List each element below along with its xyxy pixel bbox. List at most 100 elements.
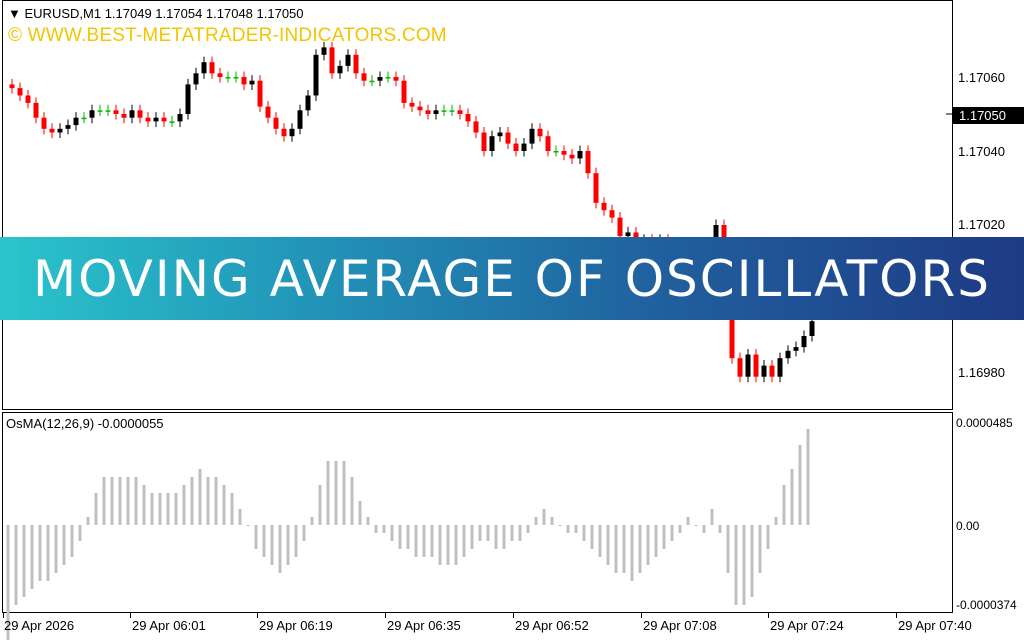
candle (601, 197, 607, 216)
candle (25, 89, 31, 109)
candle (201, 56, 207, 79)
candle (385, 71, 391, 83)
candle-body (409, 102, 415, 107)
candle-body (273, 117, 279, 129)
osma-indicator-title[interactable]: OsMA(12,26,9) -0.0000055 (6, 416, 164, 431)
candle-body (769, 365, 775, 377)
price-axis-label: 1.16980 (958, 365, 1005, 380)
candle (9, 78, 15, 94)
candle (417, 101, 423, 116)
osma-bar (374, 525, 378, 533)
current-price-badge: 1.17050 (953, 107, 1024, 124)
candle (593, 167, 599, 209)
candle-body (161, 117, 167, 122)
candle-body (777, 358, 783, 377)
candle (193, 67, 199, 90)
candle-body (609, 210, 615, 218)
osma-axis-zero: 0.00 (956, 519, 980, 533)
osma-bar (190, 477, 194, 525)
candle-body (361, 73, 367, 81)
price-axis-label: 1.17060 (958, 70, 1005, 85)
osma-bar (198, 469, 202, 525)
osma-bar (334, 461, 338, 525)
candle-body (465, 114, 471, 122)
osma-bar (510, 525, 514, 541)
osma-bar (606, 525, 610, 565)
time-tick (896, 613, 897, 618)
candle (137, 104, 143, 124)
candle (225, 71, 231, 83)
candle-body (249, 80, 255, 85)
candle (473, 115, 479, 139)
candle-body (129, 110, 135, 118)
candle (401, 75, 407, 109)
osma-bar (486, 525, 490, 541)
candle-body (169, 121, 175, 123)
candle-body (625, 232, 631, 237)
price-chart-panel[interactable] (2, 0, 953, 410)
candle (441, 104, 447, 116)
osma-bar (342, 461, 346, 525)
osma-bar (750, 525, 754, 597)
candle-body (529, 128, 535, 144)
osma-bar (726, 525, 730, 573)
ohlc-values: 1.17049 1.17054 1.17048 1.17050 (104, 6, 304, 21)
osma-bar (766, 525, 770, 549)
candle-body (25, 95, 31, 103)
candle (65, 119, 71, 135)
osma-bar (326, 461, 330, 525)
candle (89, 104, 95, 124)
candle (177, 108, 183, 127)
candle (105, 104, 111, 116)
osma-bar (150, 493, 154, 525)
candle-body (729, 302, 735, 359)
candle-body (241, 77, 247, 85)
candle (241, 71, 247, 90)
candle-body (177, 114, 183, 122)
candle-body (337, 65, 343, 74)
candle (489, 130, 495, 157)
osma-bar (430, 525, 434, 557)
osma-bar (254, 525, 258, 549)
candle (769, 360, 775, 383)
candle (161, 112, 167, 127)
candle-body (593, 173, 599, 203)
collapse-triangle-icon[interactable]: ▼ (8, 6, 21, 21)
osma-bar (270, 525, 274, 565)
osma-bar (350, 477, 354, 525)
osma-bar (262, 525, 266, 557)
candle (145, 112, 151, 127)
osma-bar (294, 525, 298, 557)
candle-body (137, 110, 143, 118)
time-tick (768, 613, 769, 618)
time-tick (513, 613, 514, 618)
osma-bar (454, 525, 458, 565)
candle (289, 123, 295, 142)
osma-bar (670, 525, 674, 541)
time-axis-label: 29 Apr 2026 (4, 618, 75, 633)
candle (449, 104, 455, 116)
candle-body (113, 110, 119, 114)
osma-bar (694, 525, 698, 526)
candle (297, 104, 303, 135)
candle-body (345, 54, 351, 66)
candle (577, 145, 583, 164)
candle-body (569, 154, 575, 159)
osma-bar (414, 525, 418, 557)
candle (81, 112, 87, 124)
candle (761, 360, 767, 383)
candle-body (121, 114, 127, 118)
time-tick (3, 613, 4, 618)
candle-body (785, 350, 791, 359)
candle (753, 348, 759, 383)
osma-bar (206, 477, 210, 525)
candle-body (353, 54, 359, 74)
candle (497, 126, 503, 142)
candle (233, 71, 239, 83)
candle-body (513, 143, 519, 151)
candle-body (329, 47, 335, 74)
candle (409, 97, 415, 113)
osma-bar (422, 525, 426, 557)
osma-axis-min: -0.0000374 (956, 598, 1017, 612)
time-tick (641, 613, 642, 618)
